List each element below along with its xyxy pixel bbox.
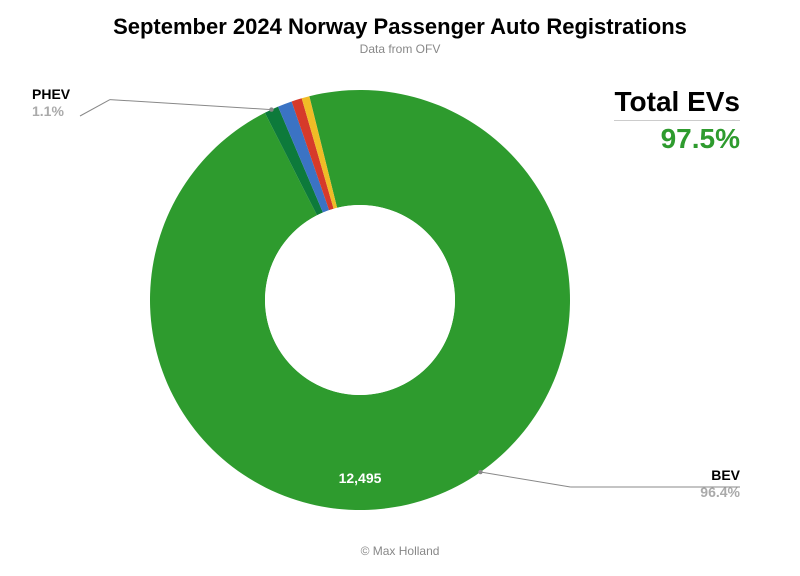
bev-label: BEV 96.4%: [700, 467, 740, 482]
donut-chart: [140, 80, 580, 520]
bev-value-in-ring: 12,495: [330, 470, 390, 486]
credit-text: © Max Holland: [0, 544, 800, 558]
phev-label: PHEV 1.1%: [32, 86, 70, 120]
bev-pct: 96.4%: [700, 484, 740, 501]
chart-subtitle: Data from OFV: [0, 42, 800, 56]
chart-container: September 2024 Norway Passenger Auto Reg…: [0, 0, 800, 576]
chart-title: September 2024 Norway Passenger Auto Reg…: [0, 14, 800, 40]
bev-name: BEV: [700, 467, 740, 484]
summary-box: Total EVs 97.5%: [614, 86, 740, 155]
summary-value: 97.5%: [614, 123, 740, 155]
title-block: September 2024 Norway Passenger Auto Reg…: [0, 14, 800, 56]
phev-pct: 1.1%: [32, 103, 70, 120]
donut-hole: [265, 205, 455, 395]
phev-name: PHEV: [32, 86, 70, 103]
summary-label: Total EVs: [614, 86, 740, 121]
